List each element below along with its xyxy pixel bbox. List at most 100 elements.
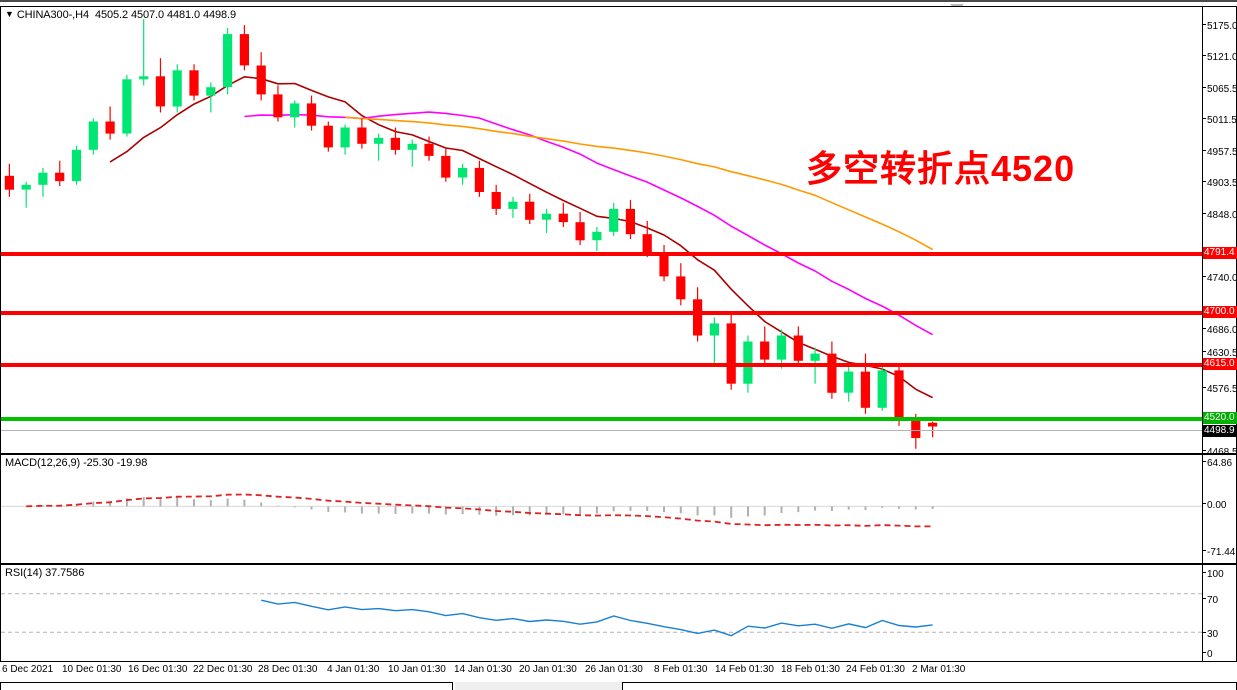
chevron-down-icon[interactable]: ▼ bbox=[5, 9, 14, 19]
price-axis-scale[interactable]: 5175.0 5121.0 5065.5 5011.5 4957.5 4903.5 4848… bbox=[1203, 6, 1237, 458]
macd-axis-scale[interactable]: 64.86 0.00 -71.44 bbox=[1203, 454, 1237, 564]
candlestick[interactable] bbox=[827, 341, 837, 399]
candlestick[interactable] bbox=[105, 106, 115, 140]
candlestick[interactable] bbox=[609, 202, 619, 237]
time-axis-label: 10 Jan 01:30 bbox=[388, 664, 446, 675]
candlestick[interactable] bbox=[256, 52, 266, 101]
candlestick[interactable] bbox=[558, 202, 568, 227]
rsi-tick: 0 bbox=[1203, 649, 1237, 661]
candle-body bbox=[693, 299, 703, 336]
candlestick[interactable] bbox=[223, 28, 233, 95]
candle-body bbox=[441, 155, 451, 178]
candlestick[interactable] bbox=[508, 196, 518, 218]
price-badge-red[interactable]: 4615.0 bbox=[1203, 358, 1237, 370]
symbol-name: CHINA300-,H4 bbox=[16, 9, 89, 21]
candlestick[interactable] bbox=[625, 199, 635, 240]
rsi-indicator-panel[interactable]: RSI(14) 37.7586 bbox=[0, 564, 1203, 662]
candlestick[interactable] bbox=[122, 75, 132, 137]
macd-plot-area[interactable] bbox=[1, 455, 1202, 563]
resistance-4615-line[interactable] bbox=[1, 363, 1202, 367]
candlestick[interactable] bbox=[340, 124, 350, 155]
chart-annotation-text: 多空转折点4520 bbox=[806, 148, 1076, 189]
candlestick[interactable] bbox=[189, 64, 199, 101]
bottom-window-strip bbox=[0, 682, 1237, 690]
rsi-plot-area[interactable] bbox=[1, 565, 1202, 661]
candlestick[interactable] bbox=[776, 329, 787, 369]
current-price-line[interactable] bbox=[1, 430, 1202, 431]
time-axis-label: 26 Jan 01:30 bbox=[585, 664, 643, 675]
candlestick[interactable] bbox=[659, 245, 669, 282]
candlestick[interactable] bbox=[88, 118, 98, 155]
candlestick[interactable] bbox=[575, 211, 585, 246]
bottom-window-left[interactable] bbox=[0, 682, 453, 690]
candlestick[interactable] bbox=[877, 365, 887, 411]
candlestick[interactable] bbox=[793, 326, 803, 366]
candlestick[interactable] bbox=[474, 160, 484, 197]
candlestick[interactable] bbox=[38, 167, 48, 197]
candle-body bbox=[374, 137, 384, 144]
candle-body bbox=[357, 127, 367, 144]
candlestick[interactable] bbox=[290, 100, 300, 128]
candlestick[interactable] bbox=[4, 163, 14, 197]
candlestick[interactable] bbox=[525, 193, 535, 224]
candlestick[interactable] bbox=[541, 208, 552, 234]
candle-body bbox=[793, 335, 803, 361]
candle-body bbox=[172, 70, 182, 107]
candle-body bbox=[21, 184, 31, 190]
candlestick[interactable] bbox=[273, 85, 283, 122]
bottom-window-right[interactable] bbox=[622, 682, 1237, 690]
candle-body bbox=[38, 172, 48, 185]
time-axis-label: 14 Jan 01:30 bbox=[454, 664, 512, 675]
macd-indicator-panel[interactable]: MACD(12,26,9) -25.30 -19.98 bbox=[0, 454, 1203, 564]
resistance-4700-line[interactable] bbox=[1, 311, 1202, 315]
candlestick[interactable] bbox=[21, 181, 31, 208]
candlestick[interactable] bbox=[424, 136, 434, 161]
candlestick[interactable] bbox=[139, 19, 149, 86]
rsi-tick: 100 bbox=[1203, 569, 1237, 581]
candlestick[interactable] bbox=[491, 184, 501, 215]
candlestick[interactable] bbox=[458, 163, 468, 185]
candlestick[interactable] bbox=[894, 365, 904, 426]
price-badge-red[interactable]: 4700.0 bbox=[1203, 306, 1237, 318]
candlestick[interactable] bbox=[709, 317, 719, 366]
candle-body bbox=[508, 201, 518, 209]
rsi-axis-scale[interactable]: 100 70 30 0 bbox=[1203, 564, 1237, 662]
candle-body bbox=[760, 341, 770, 360]
price-chart-panel[interactable]: ▼ CHINA300-,H4 4505.2 4507.0 4481.0 4498.9… bbox=[0, 6, 1203, 454]
candle-body bbox=[860, 371, 870, 408]
candlestick[interactable] bbox=[642, 220, 652, 258]
candle-body bbox=[642, 234, 652, 253]
candle-body bbox=[726, 323, 736, 384]
candlestick[interactable] bbox=[726, 311, 736, 390]
price-tick: 5175.0 bbox=[1203, 21, 1237, 33]
price-badge-red[interactable]: 4791.4 bbox=[1203, 247, 1237, 259]
price-badge-green[interactable]: 4520.0 bbox=[1203, 412, 1237, 424]
candlestick[interactable] bbox=[71, 145, 82, 185]
candlestick[interactable] bbox=[407, 139, 417, 167]
candlestick[interactable] bbox=[390, 127, 400, 155]
price-plot-area[interactable] bbox=[1, 7, 1202, 453]
price-tick: 4903.5 bbox=[1203, 178, 1237, 190]
price-badge-black[interactable]: 4498.9 bbox=[1203, 425, 1237, 437]
candle-body bbox=[323, 125, 333, 148]
candlestick[interactable] bbox=[844, 365, 854, 402]
candlestick[interactable] bbox=[374, 133, 384, 161]
support-4520-line[interactable] bbox=[1, 417, 1202, 421]
time-axis-label: 24 Feb 01:30 bbox=[846, 664, 905, 675]
candlestick[interactable] bbox=[55, 160, 65, 187]
candlestick[interactable] bbox=[760, 326, 770, 366]
resistance-4791-line[interactable] bbox=[1, 252, 1202, 256]
candlestick[interactable] bbox=[676, 263, 686, 306]
time-axis[interactable]: 6 Dec 2021 10 Dec 01:30 16 Dec 01:30 22 Dec… bbox=[0, 662, 1237, 680]
candlestick[interactable] bbox=[357, 118, 367, 149]
candlestick[interactable] bbox=[323, 121, 333, 152]
candlestick[interactable] bbox=[928, 421, 938, 438]
candlestick[interactable] bbox=[592, 226, 602, 252]
candlestick[interactable] bbox=[306, 95, 317, 131]
candlestick[interactable] bbox=[172, 64, 182, 113]
candlestick[interactable] bbox=[206, 82, 216, 113]
time-axis-label: 4 Jan 01:30 bbox=[327, 664, 380, 675]
candlestick[interactable] bbox=[441, 148, 451, 182]
candlestick[interactable] bbox=[239, 25, 249, 71]
candlestick[interactable] bbox=[155, 58, 165, 113]
